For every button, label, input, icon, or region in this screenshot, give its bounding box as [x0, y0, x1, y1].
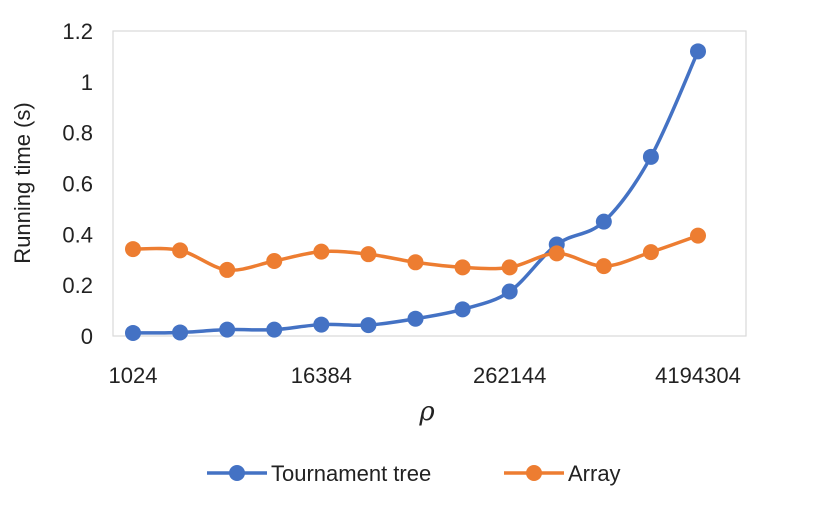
data-point-tournament-tree: [125, 324, 141, 341]
data-point-array: [454, 259, 471, 276]
data-point-tournament-tree: [690, 43, 706, 60]
x-tick-label: 4194304: [655, 363, 741, 388]
data-point-tournament-tree: [172, 324, 189, 341]
data-point-tournament-tree: [219, 321, 236, 338]
y-tick-label: 0.8: [62, 121, 93, 146]
data-point-array: [548, 245, 565, 262]
y-tick-label: 1.2: [62, 19, 93, 44]
y-tick-label: 0.2: [62, 273, 93, 298]
data-point-array: [360, 246, 377, 263]
series-tournament-tree: [125, 43, 706, 341]
x-axis-ticks: 1024 16384 262144 4194304: [109, 363, 741, 388]
data-point-tournament-tree: [360, 317, 377, 334]
series-layer: [125, 43, 706, 341]
data-point-tournament-tree: [454, 301, 471, 318]
legend-item-tournament-tree: Tournament tree: [207, 461, 431, 486]
series-line-tournament-tree: [132, 50, 700, 335]
data-point-array: [690, 227, 706, 244]
data-point-tournament-tree: [501, 283, 518, 300]
data-point-array: [172, 242, 189, 259]
y-axis-ticks: 0 0.2 0.4 0.6 0.8 1 1.2: [62, 19, 93, 349]
x-axis-title: ρ: [418, 397, 435, 427]
x-tick-label: 16384: [291, 363, 352, 388]
series-array: [125, 227, 706, 278]
data-point-array: [642, 244, 659, 261]
y-tick-label: 0.6: [62, 172, 93, 197]
y-tick-label: 0: [81, 324, 93, 349]
data-point-array: [407, 254, 424, 271]
data-point-array: [595, 258, 612, 275]
y-axis-title: Running time (s): [10, 102, 35, 263]
legend-marker-tournament-tree: [229, 465, 245, 481]
legend-marker-array: [526, 465, 542, 481]
data-point-tournament-tree: [407, 310, 424, 327]
data-point-tournament-tree: [642, 148, 659, 165]
data-point-array: [219, 261, 236, 278]
plot-area-border: [112, 30, 747, 337]
data-point-array: [266, 253, 283, 270]
x-tick-label: 262144: [473, 363, 546, 388]
y-tick-label: 1: [81, 70, 93, 95]
data-point-array: [313, 243, 330, 260]
data-point-tournament-tree: [595, 213, 612, 230]
legend-label-array: Array: [568, 461, 621, 486]
data-point-tournament-tree: [266, 321, 283, 338]
data-point-array: [501, 259, 518, 276]
y-tick-label: 0.4: [62, 222, 93, 247]
legend-item-array: Array: [504, 461, 621, 486]
x-tick-label: 1024: [109, 363, 158, 388]
data-point-tournament-tree: [313, 316, 330, 333]
legend-label-tournament-tree: Tournament tree: [271, 461, 431, 486]
legend: Tournament tree Array: [207, 461, 621, 486]
data-point-array: [125, 241, 141, 258]
